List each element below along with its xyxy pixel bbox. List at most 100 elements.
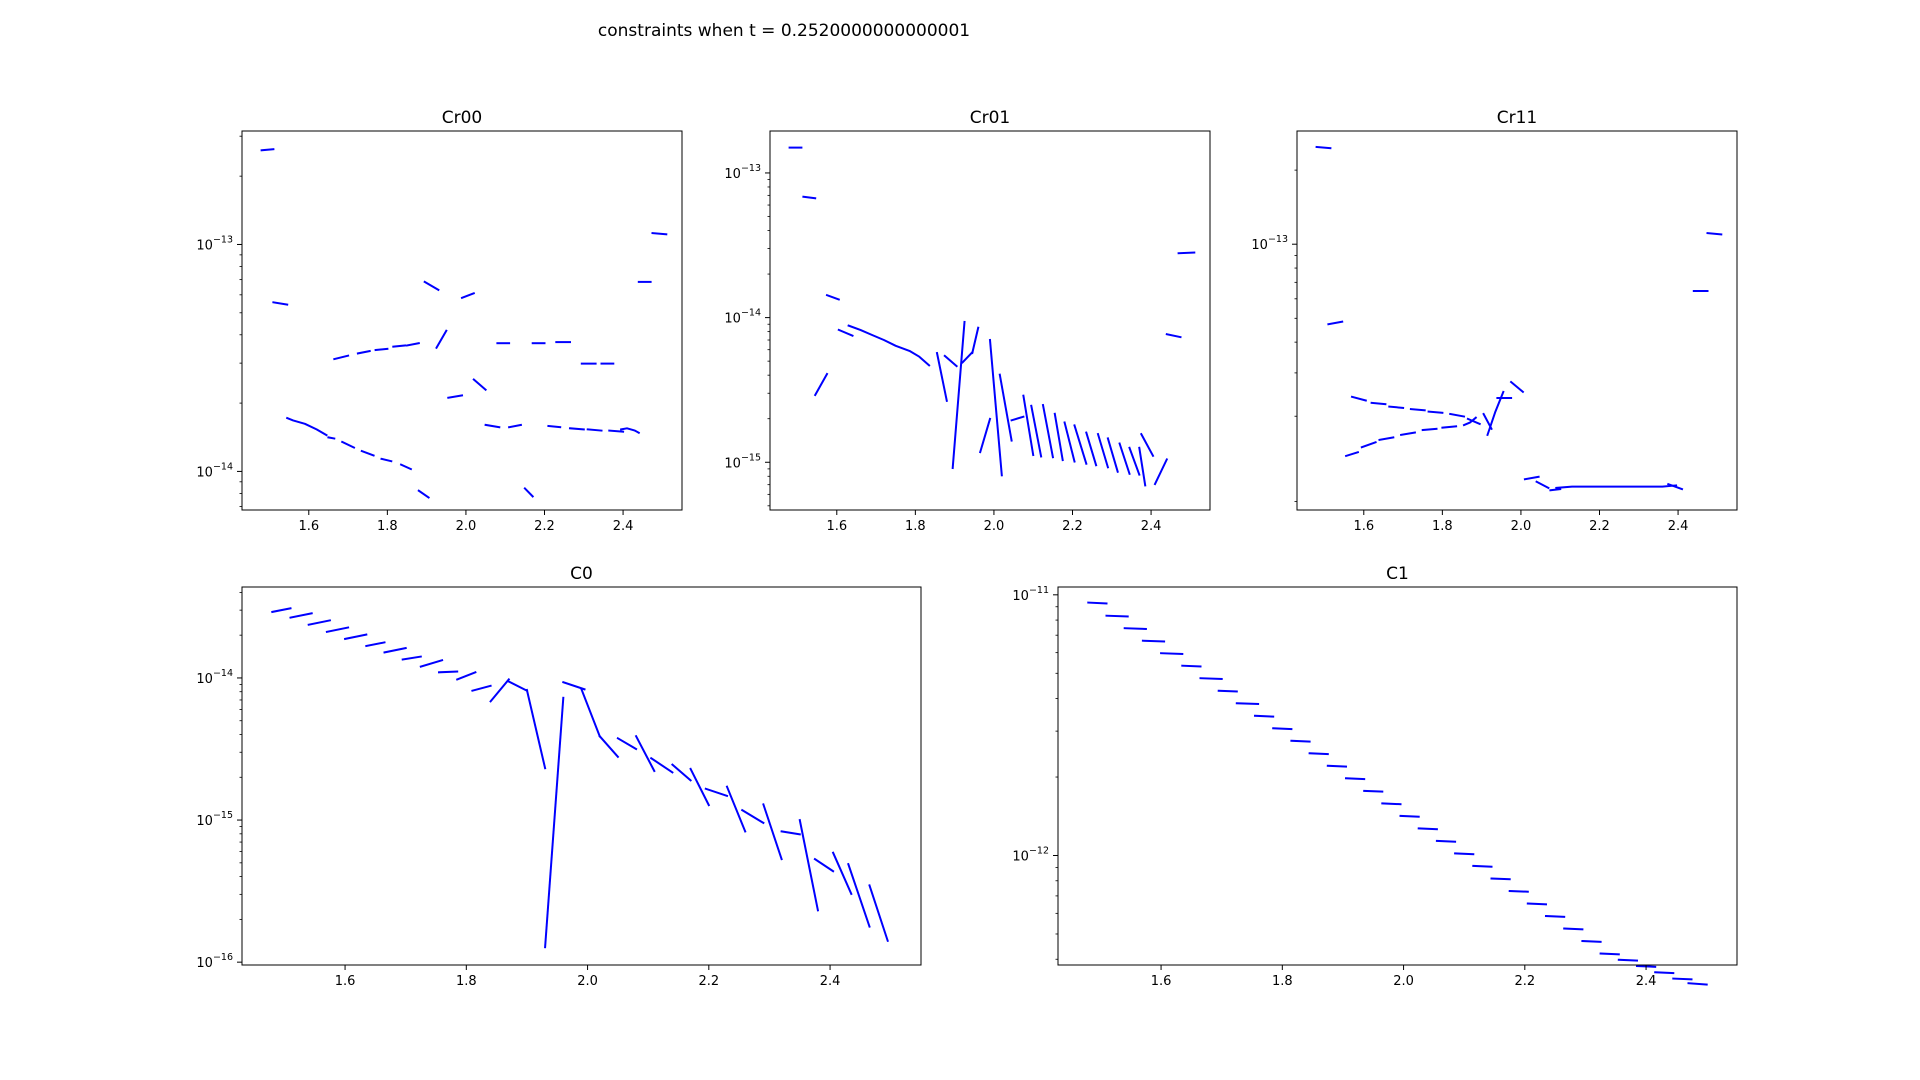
x-tick-label-cr01-0: 1.6 (826, 519, 847, 534)
axes-frame-cr00 (241, 130, 683, 511)
series-segment-c1-27 (1581, 939, 1602, 943)
series-segment-cr11-26 (1706, 232, 1723, 236)
series-segment-cr00-12 (405, 342, 420, 347)
series-segment-c0-14 (525, 688, 547, 770)
series-segment-c0-26 (740, 808, 765, 825)
series-segment-cr00-16 (447, 394, 464, 399)
axes-frame-cr01 (769, 130, 1211, 511)
series-lines-cr11 (1315, 145, 1723, 492)
series-segment-cr01-10 (971, 326, 980, 355)
series-segment-c0-15 (544, 696, 565, 949)
series-segment-cr00-5 (340, 440, 356, 449)
x-tick-label-cr11-4: 2.4 (1668, 519, 1689, 534)
series-segment-cr00-6 (356, 349, 371, 355)
subplot-title-cr00: Cr00 (442, 108, 483, 128)
series-segment-cr00-21 (507, 423, 523, 429)
series-segment-cr00-0 (260, 148, 275, 152)
series-segment-cr01-9 (961, 350, 974, 364)
series-segment-cr01-26 (1139, 432, 1155, 458)
series-segment-c1-29 (1617, 958, 1639, 962)
series-segment-cr01-14 (1010, 415, 1025, 422)
series-segment-cr11-10 (1421, 427, 1438, 432)
series-segment-cr00-14 (423, 280, 440, 292)
series-segment-c1-32 (1672, 977, 1693, 981)
series-segment-cr01-3 (825, 293, 841, 301)
series-segment-cr01-17 (1041, 403, 1055, 459)
x-tick-label-c0-1: 1.8 (456, 974, 477, 989)
series-segment-cr11-24 (1667, 482, 1684, 491)
series-segment-c0-23 (689, 767, 711, 807)
series-segment-cr00-10 (392, 344, 407, 348)
series-segment-cr11-5 (1370, 401, 1387, 406)
series-segment-c0-24 (704, 787, 729, 798)
series-segment-c1-10 (1272, 727, 1293, 731)
series-segment-c1-6 (1199, 677, 1223, 681)
x-tick-label-cr11-0: 1.6 (1353, 519, 1374, 534)
x-tick-label-cr00-3: 2.2 (534, 519, 555, 534)
series-segment-c0-18 (598, 734, 620, 759)
series-segment-c1-16 (1381, 802, 1402, 806)
series-segment-cr11-22 (1549, 487, 1562, 492)
series-segment-cr01-19 (1063, 421, 1076, 463)
series-segment-c1-2 (1123, 627, 1147, 631)
series-segment-cr00-15 (435, 329, 448, 350)
series-segment-cr11-8 (1399, 431, 1417, 437)
series-segment-cr01-27 (1138, 446, 1147, 487)
series-segment-cr01-8 (951, 320, 966, 470)
series-lines-c1 (1087, 601, 1708, 986)
x-tick-label-cr00-2: 2.0 (456, 519, 477, 534)
series-segment-cr01-16 (1030, 404, 1043, 458)
x-tick-label-cr11-3: 2.2 (1589, 519, 1610, 534)
series-segment-cr01-23 (1106, 437, 1119, 473)
series-segment-c1-20 (1454, 852, 1475, 856)
series-segment-c1-0 (1087, 601, 1108, 605)
subplot-title-c1: C1 (1386, 564, 1409, 584)
x-tick-label-c0-3: 2.2 (698, 974, 719, 989)
series-segment-cr00-13 (417, 489, 430, 499)
x-tick-label-cr01-1: 1.8 (905, 519, 926, 534)
series-lines-cr00 (260, 148, 668, 499)
series-segment-cr00-28 (586, 428, 603, 432)
series-segment-cr11-15 (1466, 417, 1482, 426)
series-segment-cr11-2 (1344, 450, 1360, 458)
series-segment-cr01-5 (847, 324, 931, 367)
series-segment-cr00-30 (608, 429, 625, 433)
series-segment-cr11-7 (1388, 405, 1405, 409)
series-segment-c0-33 (868, 884, 889, 943)
series-segment-cr00-2 (285, 416, 328, 437)
x-tick-label-c1-1: 1.8 (1272, 974, 1293, 989)
series-segment-c1-18 (1417, 827, 1438, 831)
series-segment-c0-1 (289, 612, 313, 619)
series-segment-cr00-11 (399, 463, 413, 471)
series-segment-cr01-24 (1118, 442, 1131, 476)
series-segment-c0-11 (471, 684, 492, 692)
series-segment-cr01-21 (1085, 431, 1098, 467)
series-segment-cr00-7 (360, 449, 375, 457)
series-segment-cr11-0 (1315, 145, 1332, 150)
x-tick-label-c1-3: 2.2 (1514, 974, 1535, 989)
series-segment-c0-12 (489, 677, 511, 703)
series-segment-c0-7 (401, 655, 422, 661)
series-segment-cr01-1 (802, 195, 817, 200)
series-segment-cr11-4 (1360, 441, 1377, 449)
series-segment-c1-4 (1160, 652, 1184, 656)
series-segment-c1-25 (1544, 914, 1566, 918)
series-segment-cr11-3 (1350, 395, 1368, 402)
series-segment-cr00-1 (272, 301, 289, 306)
series-segment-cr11-11 (1427, 410, 1444, 414)
series-segment-c1-15 (1363, 789, 1384, 793)
series-segment-c1-3 (1141, 639, 1166, 643)
series-segment-cr01-15 (1022, 394, 1035, 457)
series-segment-cr01-7 (943, 354, 959, 368)
series-segment-cr01-13 (998, 373, 1013, 442)
x-tick-label-c0-2: 2.0 (577, 974, 598, 989)
series-segment-c1-12 (1308, 752, 1329, 756)
series-segment-cr00-17 (460, 292, 476, 300)
series-segment-c0-32 (847, 862, 871, 928)
series-segment-c0-13 (507, 680, 529, 693)
series-segment-c0-19 (616, 736, 638, 751)
series-segment-c0-0 (271, 607, 292, 614)
series-segment-c1-11 (1290, 739, 1311, 743)
series-segment-c0-20 (634, 734, 656, 773)
